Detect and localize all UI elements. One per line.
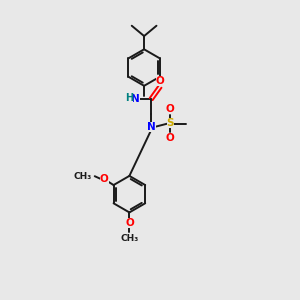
Text: N: N <box>147 122 156 132</box>
Text: H: H <box>125 93 134 103</box>
Text: O: O <box>100 174 109 184</box>
Text: S: S <box>167 118 174 128</box>
Text: CH₃: CH₃ <box>74 172 92 181</box>
Text: O: O <box>125 218 134 228</box>
Text: O: O <box>166 104 175 114</box>
Text: N: N <box>131 94 140 104</box>
Text: O: O <box>156 76 164 86</box>
Text: CH₃: CH₃ <box>120 234 139 243</box>
Text: O: O <box>166 133 175 142</box>
